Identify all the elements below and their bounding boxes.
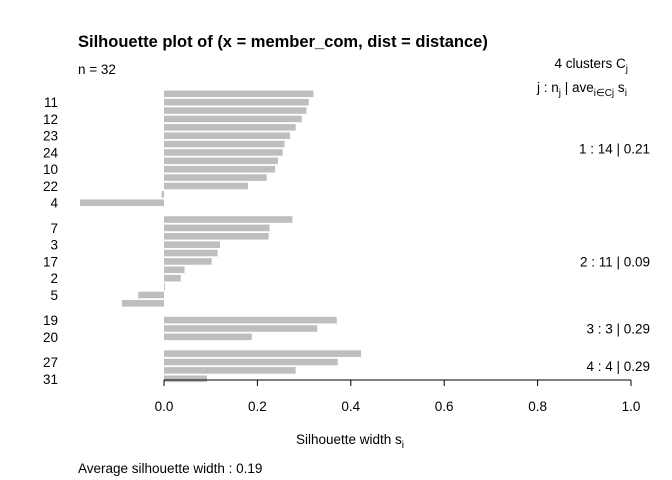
cluster-summary: 4 : 4 | 0.29 [586, 359, 650, 374]
x-axis-label-text: Silhouette width s [296, 432, 402, 447]
legend-header-mid: | ave [561, 80, 594, 95]
silhouette-bar [164, 316, 337, 324]
silhouette-bar [164, 216, 293, 223]
x-axis-label: Silhouette width si [296, 432, 404, 451]
row-label: 22 [43, 179, 58, 194]
silhouette-bar [164, 224, 270, 232]
row-label: 7 [50, 221, 58, 236]
cluster-summaries-group: 1 : 14 | 0.21 2 : 11 | 0.09 3 : 3 | 0.29 4 … [579, 141, 650, 374]
row-label: 2 [50, 271, 58, 286]
row-label: 3 [50, 238, 58, 253]
silhouette-bar [164, 98, 309, 106]
silhouette-bar [164, 350, 362, 357]
legend-header-prefix: j : n [536, 80, 559, 95]
cluster-summary: 2 : 11 | 0.09 [580, 254, 650, 269]
x-tick-label: 0.6 [435, 399, 454, 414]
silhouette-bar [164, 266, 185, 274]
silhouette-bar [121, 300, 164, 307]
row-label: 24 [43, 145, 59, 160]
legend-header-sub: i∈Cj [594, 88, 614, 99]
silhouette-bar [164, 358, 338, 366]
row-label: 23 [43, 129, 58, 144]
x-axis-label-sub: i [402, 440, 404, 451]
silhouette-bar [164, 325, 318, 332]
silhouette-bar [164, 274, 181, 282]
silhouette-bar [164, 283, 165, 290]
clusters-header-sub: j [625, 64, 628, 75]
x-tick-label: 0.2 [248, 399, 267, 414]
silhouette-bar [138, 291, 164, 299]
row-label: 31 [43, 372, 58, 387]
silhouette-bar [164, 333, 252, 341]
silhouette-bar [161, 191, 164, 198]
silhouette-bar [164, 165, 276, 173]
silhouette-bar [164, 232, 269, 240]
silhouette-bar [79, 199, 164, 207]
row-label: 12 [43, 112, 58, 127]
silhouette-bar [164, 140, 285, 148]
silhouette-bar [164, 149, 283, 156]
bars-group [79, 90, 362, 383]
clusters-header: 4 clusters Cj [554, 56, 628, 75]
x-tick-label: 0.4 [341, 399, 360, 414]
legend-header: j : nj | avei∈Cj si [536, 80, 627, 99]
row-label: 27 [43, 355, 58, 370]
silhouette-bar [164, 124, 296, 131]
silhouette-bar [164, 157, 278, 165]
silhouette-bar [164, 174, 267, 181]
silhouette-bar [164, 241, 221, 248]
legend-header-s-sub: i [625, 88, 627, 99]
n-label: n = 32 [78, 62, 116, 77]
average-silhouette-width: Average silhouette width : 0.19 [78, 461, 262, 476]
silhouette-bar [164, 107, 307, 114]
x-tick-label: 0.0 [155, 399, 174, 414]
row-label: 11 [44, 95, 58, 110]
row-label: 20 [43, 330, 58, 345]
silhouette-bar [164, 367, 296, 374]
row-label: 4 [50, 196, 58, 211]
silhouette-bar [164, 115, 302, 123]
silhouette-bar [164, 90, 314, 98]
x-axis: 0.0 0.2 0.4 0.6 0.8 1.0 [155, 379, 641, 414]
cluster-summary: 3 : 3 | 0.29 [586, 321, 650, 336]
x-tick-label: 0.8 [528, 399, 547, 414]
silhouette-bar [164, 258, 212, 265]
chart-title: Silhouette plot of (x = member_com, dist… [78, 33, 488, 51]
row-label: 19 [43, 313, 58, 328]
x-tick-label: 1.0 [622, 399, 641, 414]
silhouette-bar [164, 249, 218, 257]
row-label: 17 [43, 254, 58, 269]
legend-header-nsub: j [558, 88, 561, 99]
row-label: 5 [50, 288, 58, 303]
silhouette-bar [164, 375, 207, 383]
row-label: 10 [43, 162, 58, 177]
silhouette-bar [164, 132, 291, 139]
cluster-summary: 1 : 14 | 0.21 [579, 141, 650, 156]
clusters-header-text: 4 clusters C [554, 56, 626, 71]
silhouette-bar [164, 182, 249, 190]
legend-header-s: s [614, 80, 625, 95]
